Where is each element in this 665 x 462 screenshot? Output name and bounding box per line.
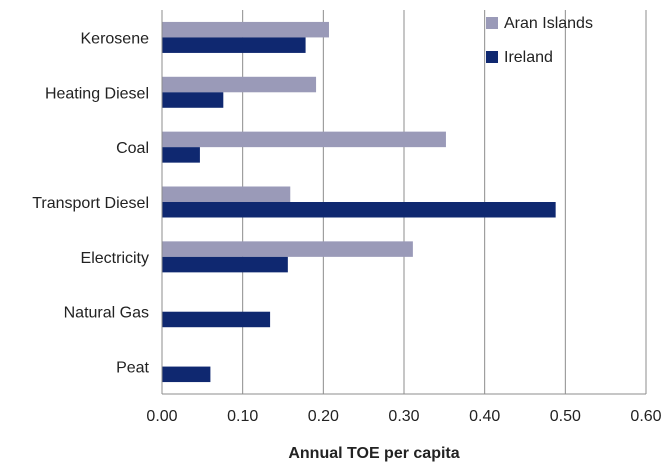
- x-tick-label: 0.40: [469, 408, 500, 425]
- x-tick-label: 0.20: [308, 408, 339, 425]
- bar-aran-islands: [162, 131, 446, 148]
- category-label: Electricity: [81, 250, 149, 267]
- axes: [161, 10, 646, 395]
- x-tick-labels: 0.00 0.10 0.20 0.30 0.40 0.50 0.60: [146, 408, 661, 425]
- legend-label: Aran Islands: [504, 15, 593, 32]
- x-tick-label: 0.50: [550, 408, 581, 425]
- x-axis-title: Annual TOE per capita: [288, 445, 459, 462]
- bar-ireland: [162, 202, 556, 218]
- x-tick-label: 0.00: [146, 408, 177, 425]
- bar-ireland: [162, 37, 306, 53]
- bar-ireland: [162, 92, 224, 108]
- category-labels: Kerosene Heating Diesel Coal Transport Dies…: [32, 30, 149, 376]
- bar-ireland: [162, 366, 211, 383]
- category-label: Peat: [116, 360, 149, 377]
- legend-swatch: [486, 17, 498, 29]
- bar-aran-islands: [162, 21, 329, 38]
- legend-swatch: [486, 51, 498, 63]
- category-label: Kerosene: [81, 30, 150, 47]
- x-tick-label: 0.60: [630, 408, 661, 425]
- category-label: Natural Gas: [64, 305, 149, 322]
- bars: [162, 21, 556, 383]
- category-label: Transport Diesel: [32, 195, 149, 212]
- category-label: Heating Diesel: [45, 85, 149, 102]
- category-label: Coal: [116, 140, 149, 157]
- legend: Aran Islands Ireland: [486, 15, 593, 66]
- bar-aran-islands: [162, 241, 413, 257]
- bar-ireland: [162, 147, 200, 163]
- bar-ireland: [162, 311, 271, 328]
- bar-ireland: [162, 256, 288, 273]
- bar-aran-islands: [162, 76, 317, 93]
- x-tick-label: 0.10: [227, 408, 258, 425]
- x-tick-label: 0.30: [388, 408, 419, 425]
- legend-label: Ireland: [504, 49, 553, 66]
- bar-aran-islands: [162, 186, 291, 202]
